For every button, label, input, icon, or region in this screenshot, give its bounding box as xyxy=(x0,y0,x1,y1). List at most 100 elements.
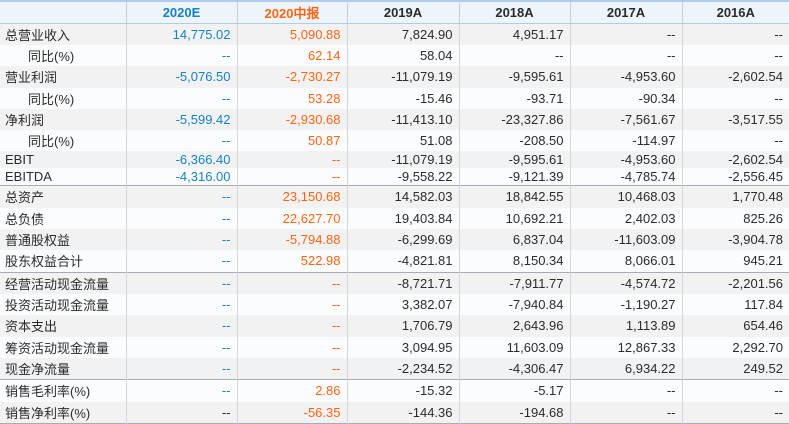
cell-value: -- xyxy=(126,228,238,251)
cell-value: -3,517.55 xyxy=(682,108,789,131)
cell-value: -2,730.27 xyxy=(237,66,348,88)
cell-value: -- xyxy=(570,23,683,45)
cell-value: 249.52 xyxy=(682,357,789,380)
row-label: 销售毛利率(%) xyxy=(0,379,127,402)
cell-value: -- xyxy=(126,293,238,316)
row-label: EBITDA xyxy=(0,168,127,186)
cell-value: 2,402.03 xyxy=(570,207,683,229)
cell-value: 3,094.95 xyxy=(347,336,460,358)
cell-value: -- xyxy=(126,250,238,272)
table-row: 现金净流量 -- -- -2,234.52 -4,306.47 6,934.22 249.5… xyxy=(0,357,789,380)
cell-value: -4,316.00 xyxy=(126,168,238,186)
row-label: 总负债 xyxy=(0,207,127,229)
cell-value: 3,382.07 xyxy=(347,293,460,316)
column-header: 2020中报 xyxy=(237,1,348,24)
cell-value: 2,643.96 xyxy=(459,315,571,337)
cell-value: 22,627.70 xyxy=(237,207,348,229)
table-row: 同比(%) -- 53.28 -15.46 -93.71 -90.34 -- xyxy=(0,87,789,109)
cell-value: -15.46 xyxy=(347,87,460,109)
cell-value: -- xyxy=(126,87,238,109)
cell-value: -5.17 xyxy=(459,379,571,402)
table-row: 筹资活动现金流量 -- -- 3,094.95 11,603.09 12,867.33 2,… xyxy=(0,336,789,358)
cell-value: -- xyxy=(237,357,348,380)
cell-value: 2,292.70 xyxy=(682,336,789,358)
table-row: 股东权益合计 -- 522.98 -4,821.81 8,150.34 8,066.01 9… xyxy=(0,250,789,272)
cell-value: -7,911.77 xyxy=(459,271,571,294)
cell-value: 654.46 xyxy=(682,315,789,337)
table-row: 投资活动现金流量 -- -- 3,382.07 -7,940.84 -1,190.27 11… xyxy=(0,293,789,316)
cell-value: 11,603.09 xyxy=(459,336,571,358)
cell-value: 18,842.55 xyxy=(459,185,571,208)
cell-value: 1,113.89 xyxy=(570,315,683,337)
cell-value: -- xyxy=(126,207,238,229)
cell-value: -194.68 xyxy=(459,401,571,424)
cell-value: -- xyxy=(682,44,789,67)
cell-value: 6,837.04 xyxy=(459,228,571,251)
cell-value: 1,770.48 xyxy=(682,185,789,208)
cell-value: -- xyxy=(682,130,789,152)
cell-value: -93.71 xyxy=(459,87,571,109)
row-label: 投资活动现金流量 xyxy=(0,293,127,316)
cell-value: -- xyxy=(682,401,789,424)
cell-value: -- xyxy=(237,168,348,186)
table-row: 营业利润 -5,076.50 -2,730.27 -11,079.19 -9,595.6… xyxy=(0,66,789,88)
cell-value: -3,904.78 xyxy=(682,228,789,251)
column-header: 2016A xyxy=(682,1,789,24)
cell-value: -15.32 xyxy=(347,379,460,402)
cell-value: -- xyxy=(126,315,238,337)
cell-value: -9,558.22 xyxy=(347,168,460,186)
cell-value: -9,595.61 xyxy=(459,66,571,88)
cell-value: -11,079.19 xyxy=(347,66,460,88)
cell-value: -- xyxy=(237,336,348,358)
corner-cell xyxy=(0,1,127,24)
cell-value: 51.08 xyxy=(347,130,460,152)
row-label: 总营业收入 xyxy=(0,23,127,45)
cell-value: 14,775.02 xyxy=(126,23,238,45)
cell-value: 117.84 xyxy=(682,293,789,316)
row-label: 股东权益合计 xyxy=(0,250,127,272)
table-row: EBITDA -4,316.00 -- -9,558.22 -9,121.39 -4,78… xyxy=(0,168,789,186)
cell-value: -2,556.45 xyxy=(682,168,789,186)
cell-value: -- xyxy=(459,44,571,67)
row-label: 净利润 xyxy=(0,108,127,131)
cell-value: 53.28 xyxy=(237,87,348,109)
cell-value: -- xyxy=(237,315,348,337)
cell-value: -- xyxy=(570,401,683,424)
column-header: 2020E xyxy=(126,1,238,24)
cell-value: -9,595.61 xyxy=(459,151,571,169)
cell-value: -- xyxy=(682,379,789,402)
row-label: 同比(%) xyxy=(0,130,127,152)
cell-value: -- xyxy=(237,271,348,294)
cell-value: 825.26 xyxy=(682,207,789,229)
cell-value: -4,306.47 xyxy=(459,357,571,380)
table-row: 同比(%) -- 50.87 51.08 -208.50 -114.97 -- xyxy=(0,130,789,152)
cell-value: -9,121.39 xyxy=(459,168,571,186)
row-label: 同比(%) xyxy=(0,44,127,67)
cell-value: -5,599.42 xyxy=(126,108,238,131)
cell-value: 7,824.90 xyxy=(347,23,460,45)
row-label: 普通股权益 xyxy=(0,228,127,251)
cell-value: -8,721.71 xyxy=(347,271,460,294)
row-label: 筹资活动现金流量 xyxy=(0,336,127,358)
cell-value: -2,602.54 xyxy=(682,151,789,169)
row-label: EBIT xyxy=(0,151,127,169)
cell-value: 8,066.01 xyxy=(570,250,683,272)
cell-value: 58.04 xyxy=(347,44,460,67)
cell-value: -4,574.72 xyxy=(570,271,683,294)
cell-value: -11,413.10 xyxy=(347,108,460,131)
cell-value: -- xyxy=(126,357,238,380)
cell-value: -- xyxy=(126,44,238,67)
cell-value: -- xyxy=(682,87,789,109)
cell-value: -7,561.67 xyxy=(570,108,683,131)
cell-value: -6,299.69 xyxy=(347,228,460,251)
cell-value: -114.97 xyxy=(570,130,683,152)
row-label: 营业利润 xyxy=(0,66,127,88)
cell-value: -11,603.09 xyxy=(570,228,683,251)
header-row: 2020E 2020中报 2019A 2018A 2017A 2016A xyxy=(0,1,789,24)
cell-value: -- xyxy=(682,23,789,45)
row-label: 经营活动现金流量 xyxy=(0,271,127,294)
cell-value: -- xyxy=(570,44,683,67)
table-row: 总负债 -- 22,627.70 19,403.84 10,692.21 2,402.03… xyxy=(0,207,789,229)
row-label: 销售净利率(%) xyxy=(0,401,127,424)
